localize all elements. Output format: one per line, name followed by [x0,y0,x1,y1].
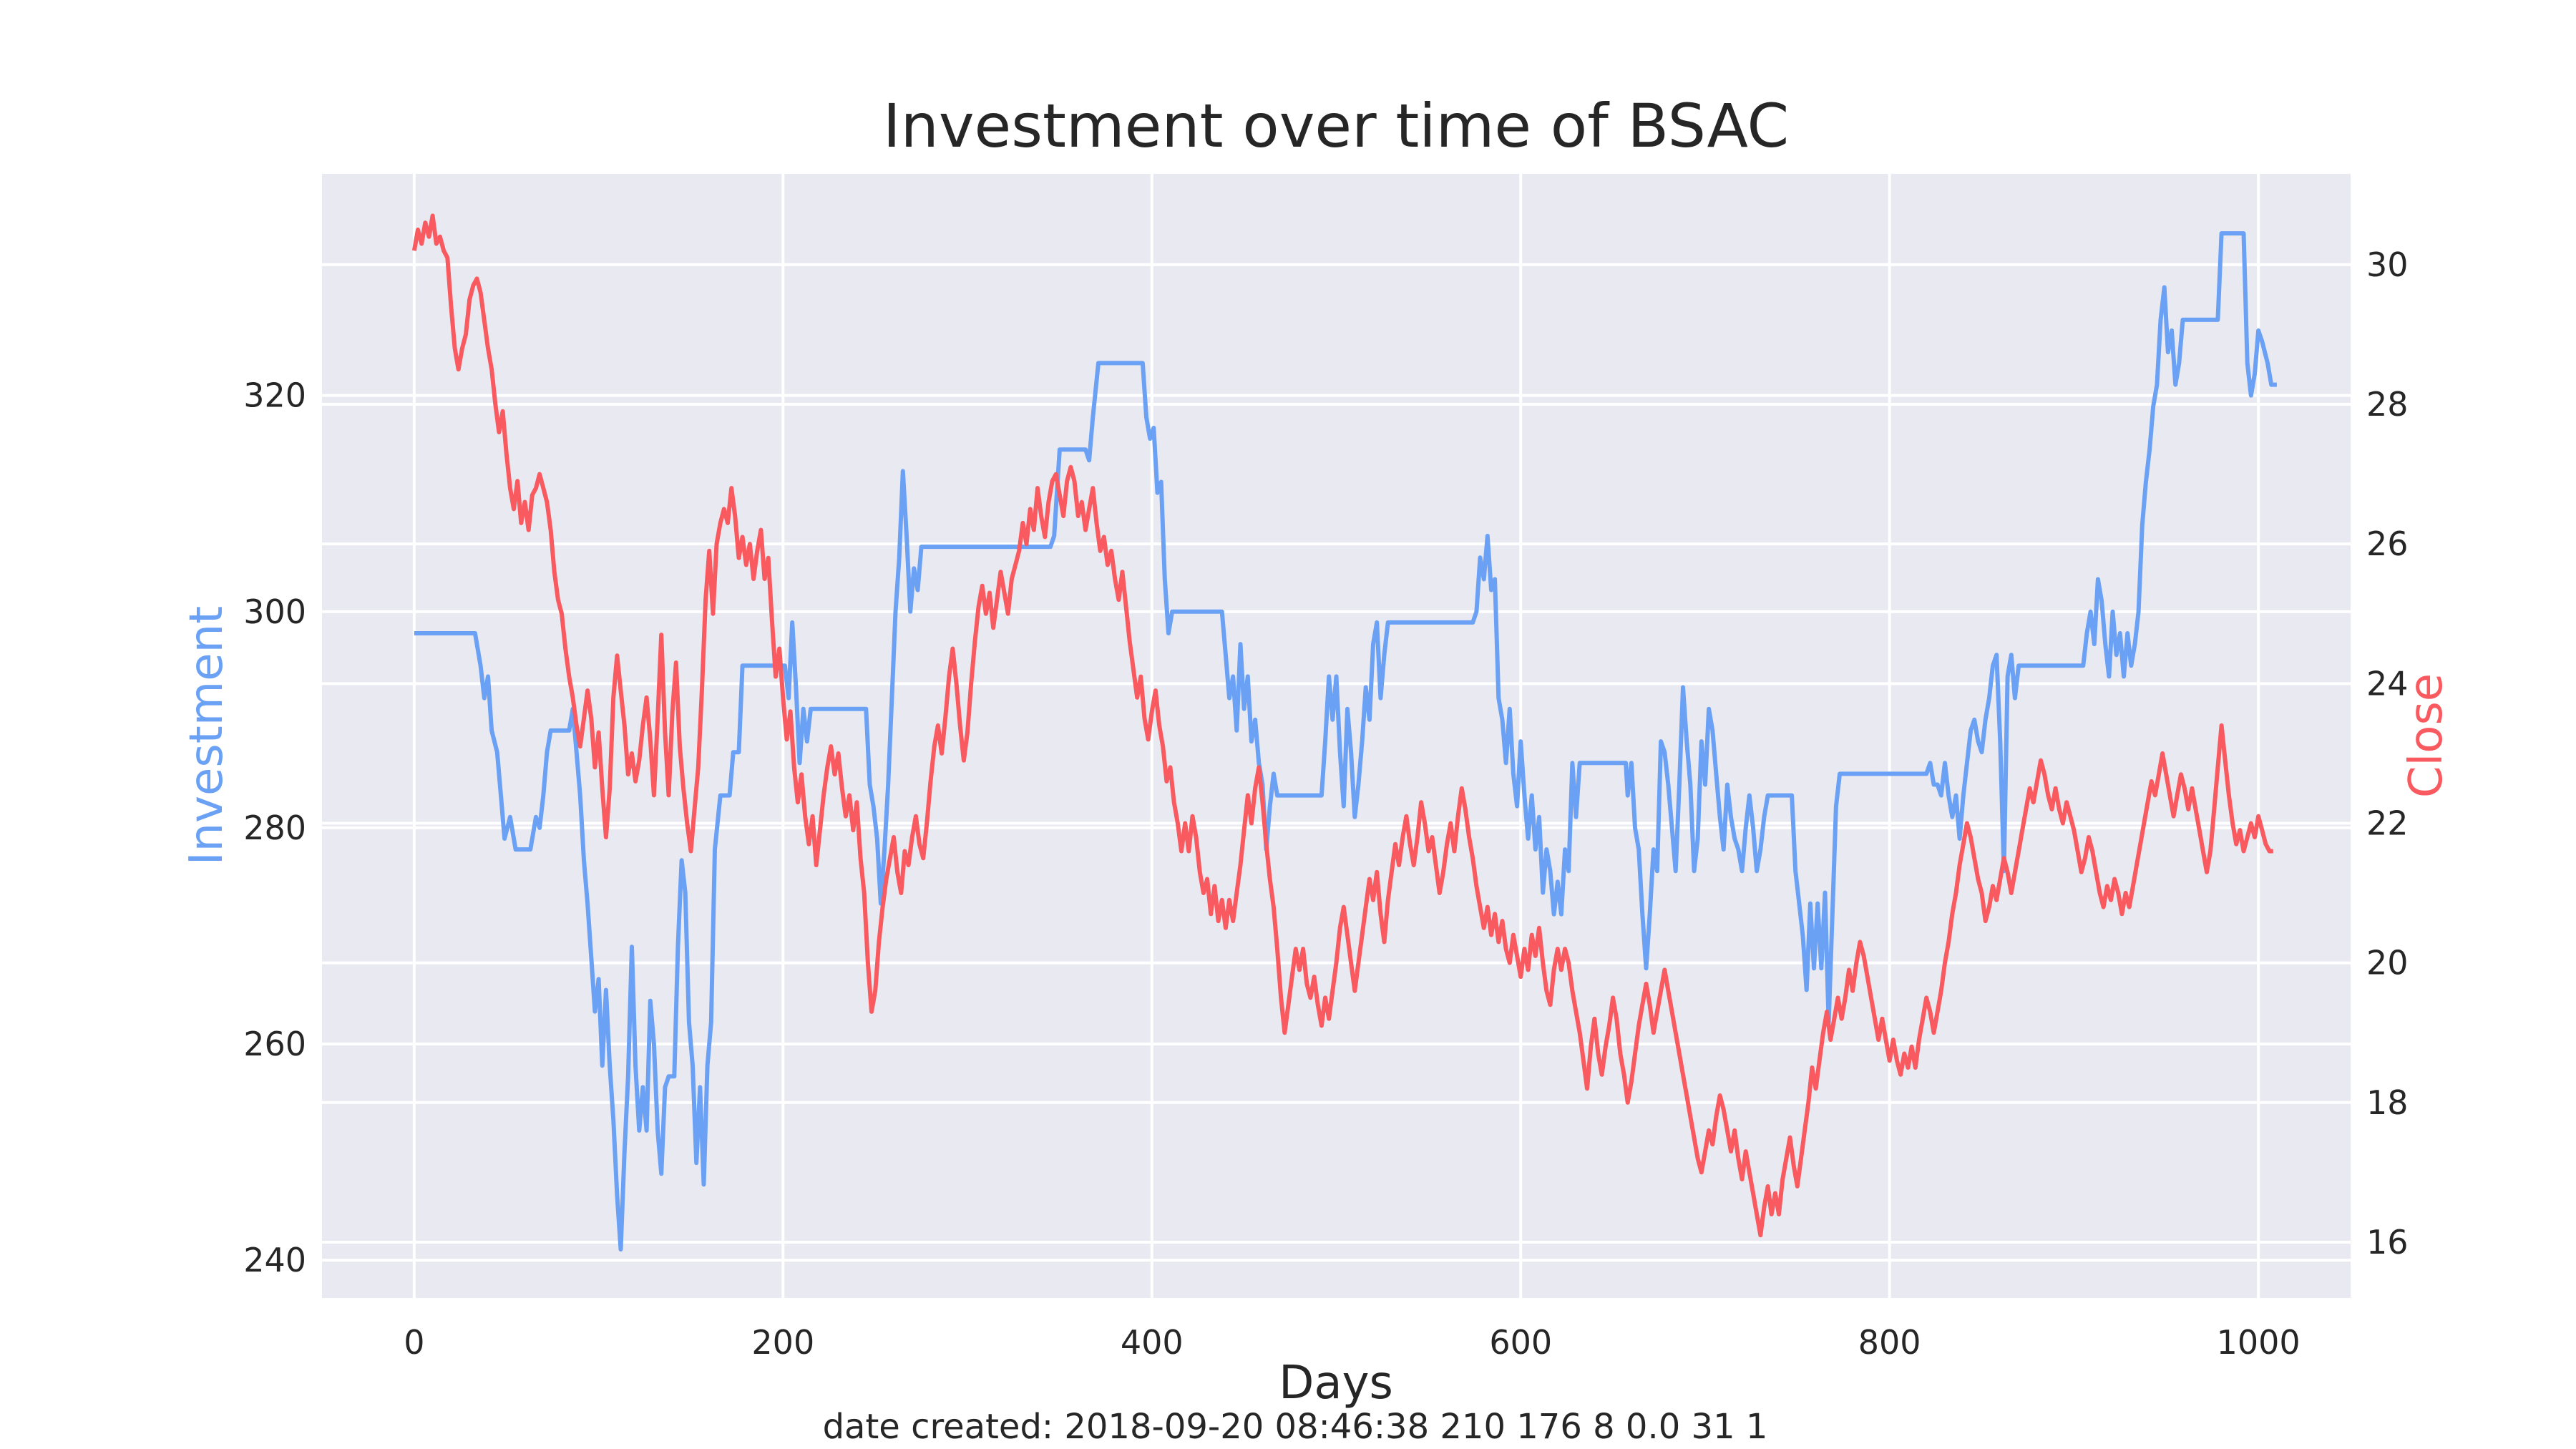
left-tick-label-1: 260 [243,1025,306,1063]
x-tick-label-0: 0 [404,1323,424,1362]
left-tick-label-0: 240 [243,1241,306,1279]
right-tick-label-6: 28 [2366,385,2409,424]
left-axis-label: Investment [180,606,233,866]
series-line-close [411,213,2273,1238]
right-tick-label-0: 16 [2366,1223,2409,1262]
chart-title: Investment over time of BSAC [883,91,1789,161]
right-axis-label: Close [2400,673,2453,798]
x-tick-label-5: 1000 [2217,1323,2301,1362]
left-tick-label-3: 300 [243,592,306,631]
right-tick-label-2: 20 [2366,944,2409,982]
right-tick-label-1: 18 [2366,1083,2409,1122]
tick-labels: 0 200 400 600 800 1000 240 260 280 300 320 16 18 20 22… [243,245,2408,1362]
x-tick-label-2: 400 [1121,1323,1184,1362]
date-created-caption: date created: 2018-09-20 08:46:38 210 17… [823,1407,1768,1447]
left-tick-label-4: 320 [243,376,306,415]
x-tick-label-1: 200 [751,1323,814,1362]
x-tick-label-4: 800 [1858,1323,1921,1362]
right-tick-label-3: 22 [2366,804,2409,842]
right-tick-label-4: 24 [2366,664,2409,703]
x-tick-label-3: 600 [1489,1323,1552,1362]
x-axis-label: Days [1279,1357,1393,1410]
left-tick-label-2: 280 [243,809,306,847]
series-line-investment [414,231,2277,1252]
right-tick-label-7: 30 [2366,245,2409,284]
right-tick-label-5: 26 [2366,525,2409,563]
series-layer [411,213,2277,1252]
plot-area [322,174,2351,1298]
